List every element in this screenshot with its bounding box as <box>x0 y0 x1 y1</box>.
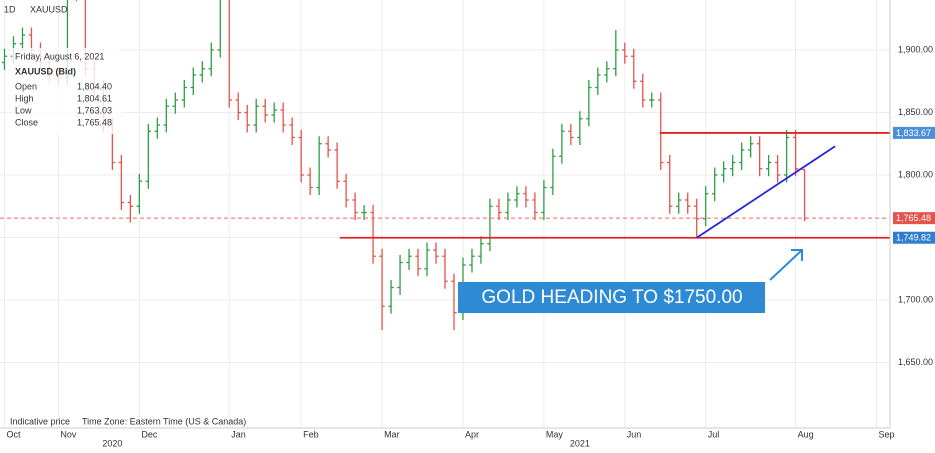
info-label: High <box>15 93 34 103</box>
x-tick-label: Mar <box>384 429 400 439</box>
year-label: 2021 <box>570 438 590 448</box>
price-tag <box>893 212 935 225</box>
x-tick-label: May <box>546 429 564 439</box>
y-tick-label: 1,700.00 <box>898 294 933 304</box>
x-tick-label: Apr <box>465 429 479 439</box>
x-tick-label: Jul <box>708 429 720 439</box>
info-value: 1,763.03 <box>77 105 112 115</box>
price-tag-label: 1,765.48 <box>896 213 931 223</box>
info-value: 1,765.48 <box>77 117 112 127</box>
x-tick-label: Nov <box>60 429 77 439</box>
x-tick-label: Dec <box>141 429 158 439</box>
interval: 1D <box>4 4 16 14</box>
price-tag-label: 1,833.67 <box>896 128 931 138</box>
y-tick-label: 1,850.00 <box>898 107 933 117</box>
price-tag <box>893 126 935 139</box>
info-value: 1,804.40 <box>77 81 112 91</box>
arrow-head <box>791 249 803 261</box>
trendline <box>696 145 836 239</box>
info-panel <box>12 48 122 134</box>
x-tick-label: Oct <box>6 429 21 439</box>
x-tick-label: Feb <box>303 429 319 439</box>
info-date: Friday, August 6, 2021 <box>15 51 104 61</box>
symbol: XAUUSD <box>30 4 68 14</box>
x-tick-label: Jan <box>231 429 246 439</box>
x-tick-label: Aug <box>798 429 814 439</box>
y-tick-label: 1,650.00 <box>898 357 933 367</box>
price-tag-label: 1,749.82 <box>896 233 931 243</box>
y-tick-label: 1,900.00 <box>898 44 933 54</box>
arrow <box>769 250 802 281</box>
info-symbol: XAUUSD (Bid) <box>15 66 76 76</box>
footer: Indicative price <box>10 416 70 426</box>
info-label: Open <box>15 81 37 91</box>
x-tick-label: Sep <box>879 429 895 439</box>
info-label: Close <box>15 117 38 127</box>
x-tick-label: Jun <box>627 429 642 439</box>
price-tag <box>893 231 935 244</box>
year-label: 2020 <box>102 438 122 448</box>
timezone: Time Zone: Eastern Time (US & Canada) <box>82 416 246 426</box>
annotation-text: GOLD HEADING TO $1750.00 <box>481 287 742 308</box>
info-label: Low <box>15 105 32 115</box>
info-value: 1,804.61 <box>77 93 112 103</box>
annotation-box <box>458 282 765 313</box>
y-tick-label: 1,800.00 <box>898 169 933 179</box>
